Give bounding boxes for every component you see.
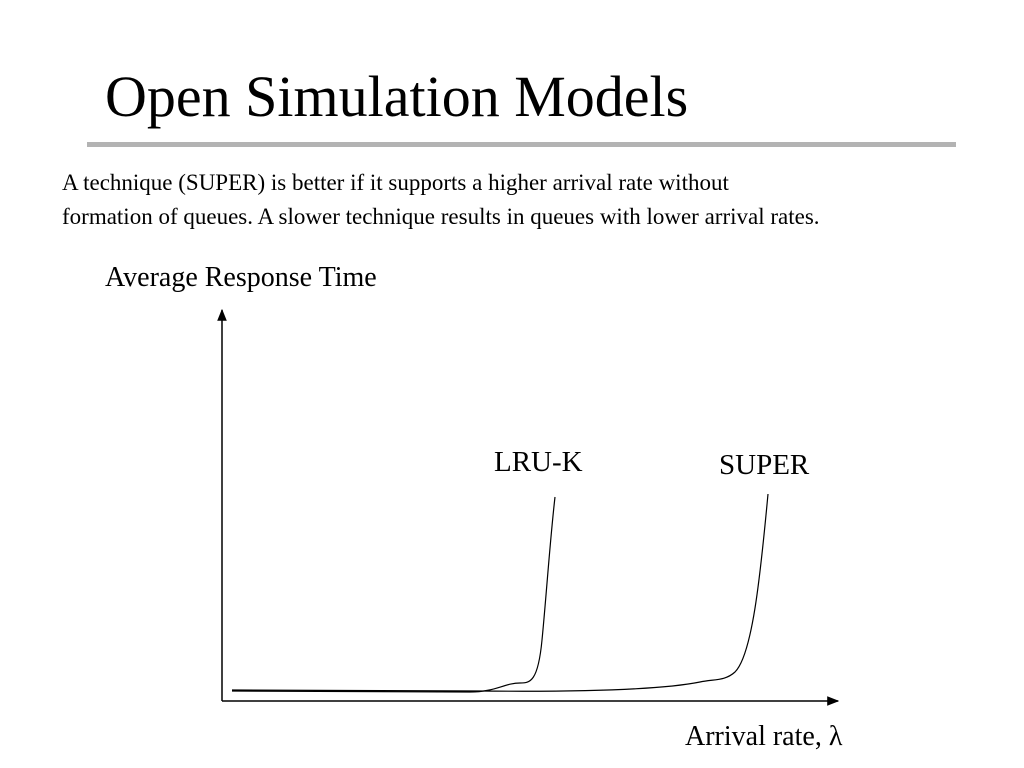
lru-k-curve (231, 496, 556, 693)
slide-title: Open Simulation Models (105, 64, 689, 129)
description-line: A technique (SUPER) is better if it supp… (62, 170, 729, 195)
title-underline (87, 142, 956, 147)
y-axis-label: Average Response Time (105, 262, 377, 293)
super-curve (231, 493, 769, 692)
x-axis-label: Arrival rate, λ (685, 721, 843, 752)
super-curve-label: SUPER (719, 449, 810, 481)
slide-description: A technique (SUPER) is better if it supp… (62, 166, 1022, 234)
description-line: formation of queues. A slower technique … (62, 204, 820, 229)
lru-k-curve-label: LRU-K (494, 446, 583, 478)
